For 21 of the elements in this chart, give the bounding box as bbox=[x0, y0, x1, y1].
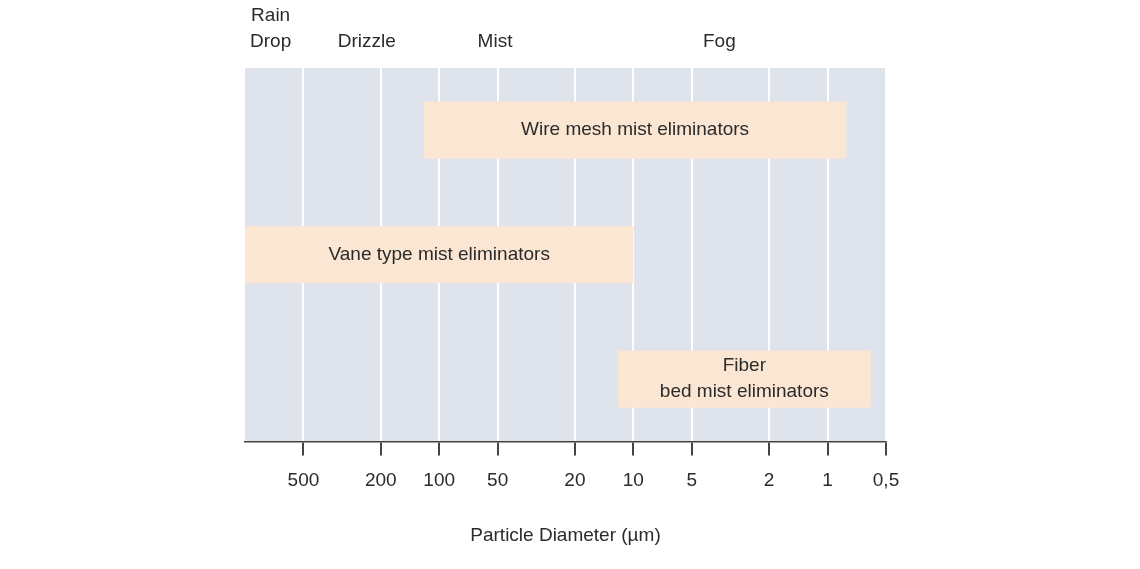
bar bbox=[617, 350, 871, 408]
text: Rain Drop bbox=[250, 4, 292, 52]
x-tick-label: 10 bbox=[622, 469, 644, 491]
text: Mist bbox=[477, 30, 514, 52]
x-tick-label: 50 bbox=[487, 469, 509, 491]
text: Drizzle bbox=[337, 30, 396, 52]
x-tick-label: 1 bbox=[822, 469, 833, 491]
y-tick-label: Fiber bed mist eliminators bbox=[659, 354, 829, 402]
text: Fog bbox=[702, 30, 736, 52]
x-axis-title: Particle Diameter (µm) bbox=[470, 523, 661, 545]
x-tick-label: 200 bbox=[364, 469, 397, 491]
y-tick-label: Wire mesh mist eliminators bbox=[521, 118, 750, 140]
bar bbox=[245, 226, 634, 284]
x-tick-label: 500 bbox=[287, 469, 320, 491]
x-tick-label: 100 bbox=[423, 469, 456, 491]
x-tick-label: 5 bbox=[686, 469, 698, 491]
x-tick-label: 2 bbox=[763, 469, 775, 491]
x-tick-label: 0,5 bbox=[872, 469, 900, 491]
bar bbox=[423, 101, 847, 159]
x-tick-label: 20 bbox=[564, 469, 586, 491]
y-tick-label: Vane type mist eliminators bbox=[328, 242, 550, 264]
